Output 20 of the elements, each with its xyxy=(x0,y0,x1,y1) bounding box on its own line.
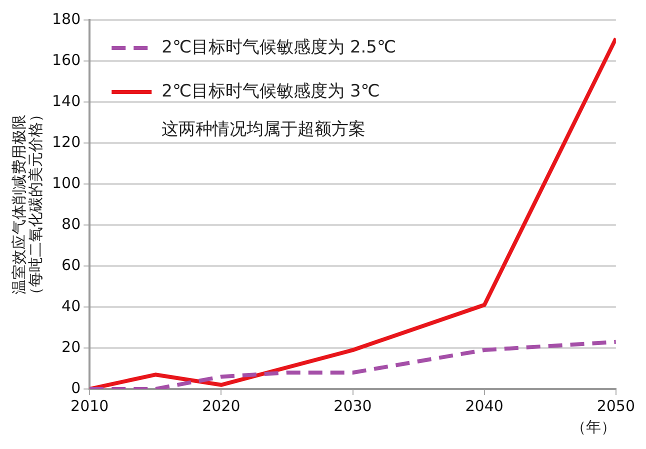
y-axis-title: 温室效应气体削减费用极限（每吨二氧化碳的美元价格） xyxy=(10,107,45,302)
y-tick-label: 80 xyxy=(62,214,81,233)
y-tick-label: 180 xyxy=(52,10,81,28)
y-tick-label: 140 xyxy=(52,92,81,110)
y-tick-label: 20 xyxy=(62,338,81,356)
y-tick-label: 160 xyxy=(52,50,81,69)
legend-label: 2℃目标时气候敏感度为 3℃ xyxy=(162,81,380,102)
y-tick-label: 40 xyxy=(62,296,81,315)
y-tick-label: 120 xyxy=(52,132,81,151)
y-tick-label: 0 xyxy=(71,378,81,397)
x-tick-label: 2010 xyxy=(70,396,109,415)
x-tick-label: 2030 xyxy=(334,396,372,415)
x-tick-label: 2020 xyxy=(202,396,240,415)
y-tick-label: 100 xyxy=(52,174,81,192)
x-axis-title: （年） xyxy=(570,418,616,436)
legend-label: 2℃目标时气候敏感度为 2.5℃ xyxy=(162,37,396,58)
x-tick-label: 2040 xyxy=(465,396,504,415)
annotation: 这两种情况均属于超额方案 xyxy=(162,119,366,140)
x-tick-label: 2050 xyxy=(596,396,636,415)
y-tick-label: 60 xyxy=(62,256,81,274)
